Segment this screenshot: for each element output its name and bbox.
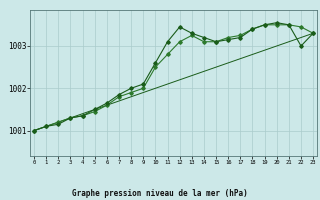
- Text: Graphe pression niveau de la mer (hPa): Graphe pression niveau de la mer (hPa): [72, 189, 248, 198]
